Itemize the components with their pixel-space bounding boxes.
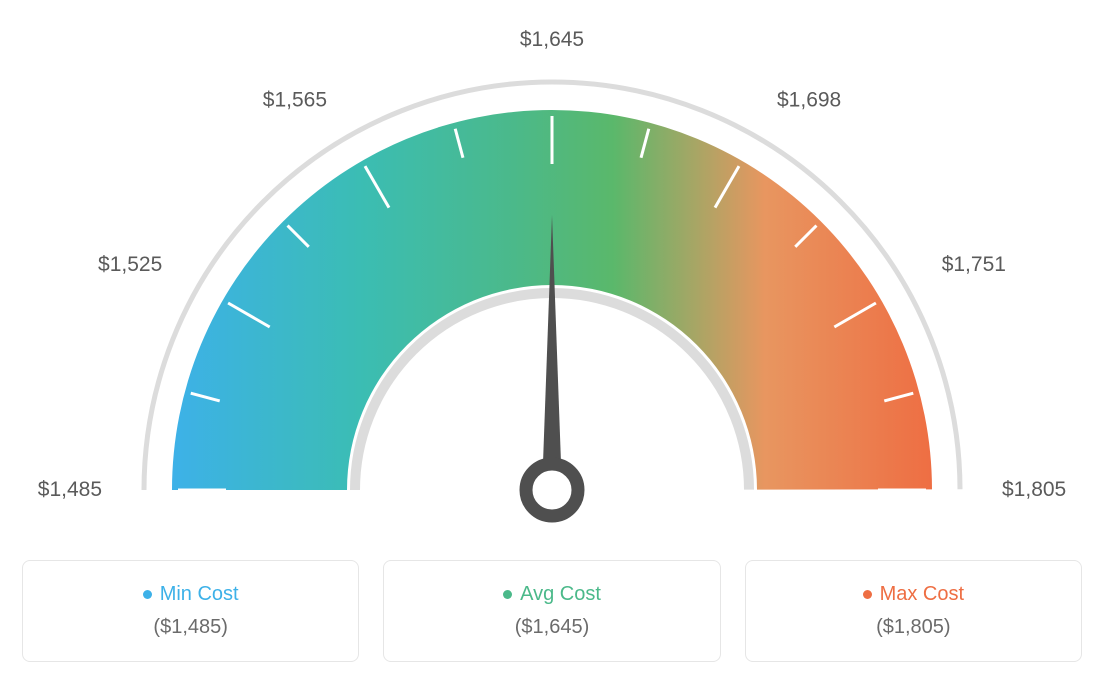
legend-value-max: ($1,805) — [758, 616, 1069, 639]
gauge-tick-label: $1,698 — [777, 88, 841, 111]
gauge-tick-label: $1,751 — [942, 253, 1006, 276]
legend-value-avg: ($1,645) — [396, 616, 707, 639]
gauge-tick-label: $1,485 — [38, 478, 102, 501]
legend-dot-avg — [503, 590, 512, 599]
gauge-svg: $1,485 $1,525 $1,565 $1,645 $1,698 $1,751 $1,8… — [22, 20, 1082, 540]
legend-title-min: Min Cost — [35, 583, 346, 606]
gauge-tick-label: $1,805 — [1002, 478, 1066, 501]
legend-card-min: Min Cost ($1,485) — [22, 560, 359, 662]
needle-hub — [526, 464, 578, 516]
legend-label-max: Max Cost — [880, 583, 964, 605]
gauge-tick-label: $1,645 — [520, 28, 584, 51]
legend-card-avg: Avg Cost ($1,645) — [383, 560, 720, 662]
legend-label-avg: Avg Cost — [520, 583, 601, 605]
legend-title-avg: Avg Cost — [396, 583, 707, 606]
gauge-tick-label: $1,565 — [263, 88, 327, 111]
legend-dot-min — [143, 590, 152, 599]
legend-card-max: Max Cost ($1,805) — [745, 560, 1082, 662]
gauge-tick-label: $1,525 — [98, 253, 162, 276]
cost-gauge: $1,485 $1,525 $1,565 $1,645 $1,698 $1,751 $1,8… — [22, 20, 1082, 540]
legend-dot-max — [863, 590, 872, 599]
legend-title-max: Max Cost — [758, 583, 1069, 606]
legend-row: Min Cost ($1,485) Avg Cost ($1,645) Max … — [22, 560, 1082, 662]
legend-label-min: Min Cost — [160, 583, 239, 605]
legend-value-min: ($1,485) — [35, 616, 346, 639]
